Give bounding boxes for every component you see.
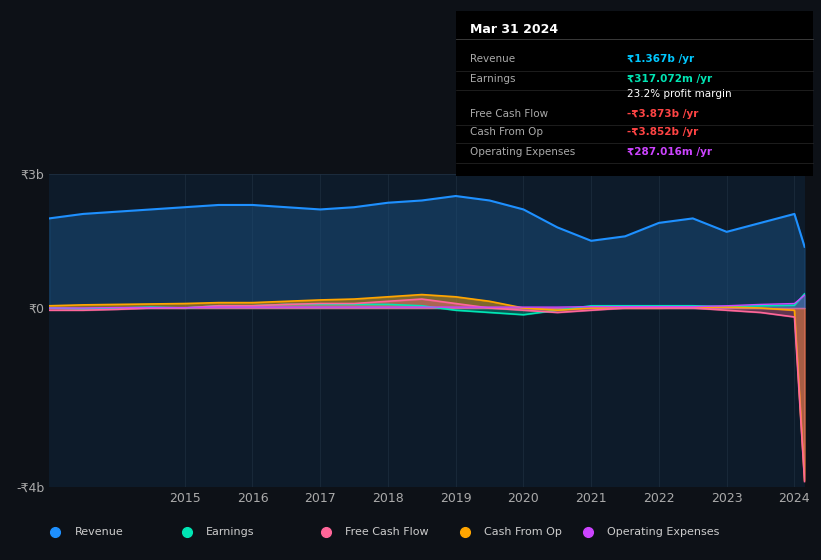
Text: Mar 31 2024: Mar 31 2024 — [470, 23, 558, 36]
Text: -₹3.873b /yr: -₹3.873b /yr — [627, 109, 699, 119]
Text: Revenue: Revenue — [75, 527, 123, 537]
Text: 23.2% profit margin: 23.2% profit margin — [627, 89, 732, 99]
Text: Revenue: Revenue — [470, 54, 515, 64]
Text: Operating Expenses: Operating Expenses — [608, 527, 720, 537]
Text: Earnings: Earnings — [206, 527, 255, 537]
Text: Cash From Op: Cash From Op — [470, 127, 543, 137]
Text: ₹1.367b /yr: ₹1.367b /yr — [627, 54, 695, 64]
Text: ₹317.072m /yr: ₹317.072m /yr — [627, 74, 712, 84]
Text: Operating Expenses: Operating Expenses — [470, 147, 576, 157]
Text: -₹3.852b /yr: -₹3.852b /yr — [627, 127, 699, 137]
Text: Cash From Op: Cash From Op — [484, 527, 562, 537]
Text: ₹287.016m /yr: ₹287.016m /yr — [627, 147, 712, 157]
Text: Earnings: Earnings — [470, 74, 516, 84]
Text: Free Cash Flow: Free Cash Flow — [345, 527, 429, 537]
Text: Free Cash Flow: Free Cash Flow — [470, 109, 548, 119]
